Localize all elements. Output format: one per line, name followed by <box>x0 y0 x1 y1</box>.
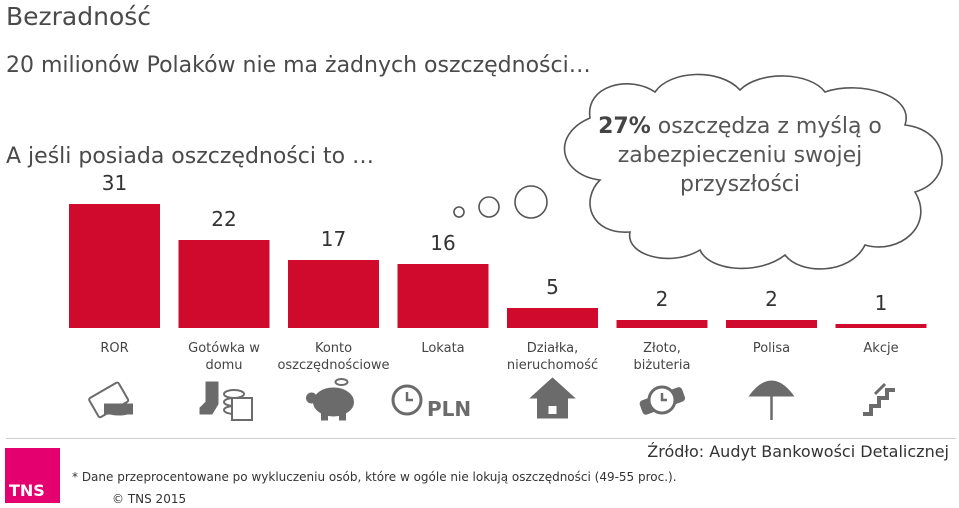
value-label-4: 5 <box>546 275 559 299</box>
bar-4 <box>507 308 598 328</box>
value-label-2: 17 <box>321 227 346 251</box>
pln-label: PLN <box>427 397 471 421</box>
tns-logo: TNS <box>5 448 60 503</box>
bar-0 <box>69 204 160 328</box>
cloud-bubble-small <box>453 206 465 218</box>
category-label-1: Gotówka w domu <box>188 341 260 373</box>
piggy-bank-icon <box>306 378 354 421</box>
copyright: © TNS 2015 <box>112 492 187 506</box>
cloud-text: 27% oszczędza z myślą o zabezpieczeniu s… <box>598 112 882 199</box>
thought-cloud <box>453 73 943 270</box>
tns-logo-text: TNS <box>9 481 45 500</box>
cloud-highlight: 27% <box>598 114 651 139</box>
bar-3 <box>397 264 489 328</box>
cloud-bubble-large <box>514 185 548 219</box>
bar-6 <box>726 320 817 328</box>
category-label-0: ROR <box>100 341 128 356</box>
bar-1 <box>178 240 270 328</box>
umbrella-icon <box>748 380 795 420</box>
chart-question: A jeśli posiada oszczędności to … <box>6 144 375 169</box>
category-label-5: Złoto, biżuteria <box>634 341 691 373</box>
value-label-0: 31 <box>102 171 127 195</box>
bar-2 <box>288 260 379 328</box>
category-label-3: Lokata <box>421 341 464 356</box>
house-icon <box>529 377 576 419</box>
footer-divider <box>6 438 956 439</box>
footnote: * Dane przeprocentowane po wykluczeniu o… <box>72 470 677 484</box>
bar-7 <box>835 324 927 328</box>
category-label-4: Działka, nieruchomość <box>507 341 598 373</box>
cloud-bubble-medium <box>478 196 500 218</box>
card-cash-icon <box>88 381 133 419</box>
sock-coins-icon <box>199 381 253 421</box>
category-label-6: Polisa <box>753 341 790 356</box>
clock-pln-icon: PLN <box>391 384 471 421</box>
bars-group <box>69 204 927 328</box>
watch-icon <box>639 385 686 415</box>
value-label-3: 16 <box>430 231 455 255</box>
value-label-5: 2 <box>656 287 669 311</box>
stairs-icon <box>863 382 895 416</box>
cloud-body: oszczędza z myślą o zabezpieczeniu swoje… <box>617 114 882 197</box>
category-label-2: Konto oszczędnościowe <box>277 341 389 373</box>
source-note: Źródło: Audyt Bankowości Detalicznej <box>647 442 949 461</box>
value-label-7: 1 <box>875 291 888 315</box>
category-label-7: Akcje <box>863 341 898 356</box>
cloud-shape <box>563 73 943 270</box>
category-labels-group: ROR Gotówka w domu Konto oszczędnościowe Loka… <box>100 341 898 373</box>
value-label-6: 2 <box>765 287 778 311</box>
icons-group: PLN <box>88 377 895 421</box>
bar-5 <box>616 320 708 328</box>
value-label-1: 22 <box>211 207 236 231</box>
page-subtitle: 20 milionów Polaków nie ma żadnych oszcz… <box>6 53 591 78</box>
page-title: Bezradność <box>6 2 152 31</box>
